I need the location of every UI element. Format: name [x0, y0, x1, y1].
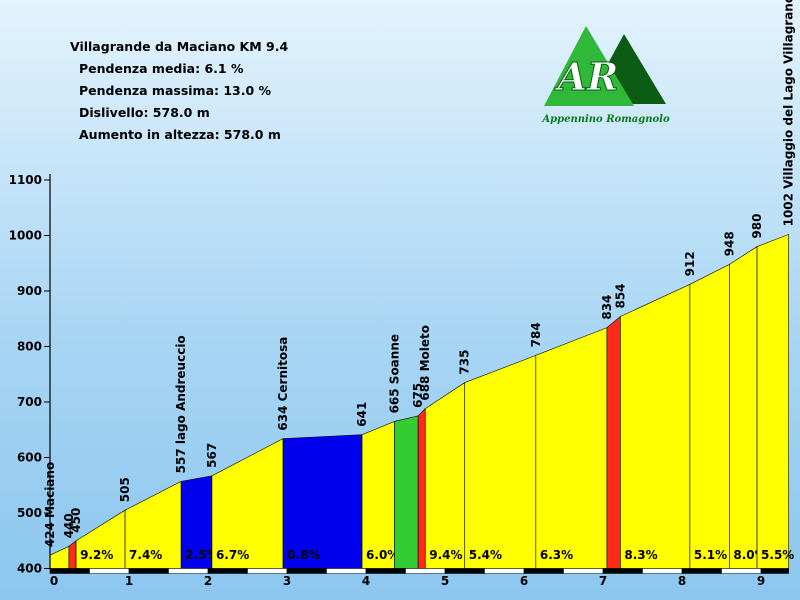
x-axis-bar-segment [484, 568, 525, 574]
x-tick-label: 5 [441, 574, 449, 588]
profile-segment [68, 540, 77, 569]
elevation-point-label: 505 [118, 477, 132, 502]
x-tick-label: 9 [757, 574, 765, 588]
grade-label: 9.4% [429, 548, 462, 562]
logo-letters: AR [554, 54, 618, 99]
x-axis-bar-segment [286, 568, 327, 574]
elevation-point-label: 854 [613, 283, 627, 308]
profile-segment [424, 382, 466, 569]
y-tick-label: 1100 [9, 173, 42, 187]
grade-label: 9.2% [80, 548, 113, 562]
x-axis-bar-segment [207, 568, 248, 574]
profile-segment [464, 354, 537, 569]
altitude-gain: Aumento in altezza: 578.0 m [79, 127, 281, 142]
y-tick-label: 800 [17, 340, 42, 354]
grade-label: 5.4% [469, 548, 502, 562]
profile-segment [620, 283, 691, 569]
front-mountain-shape [544, 26, 634, 106]
x-tick-label: 4 [362, 574, 370, 588]
x-axis-bar-segment [49, 568, 90, 574]
x-axis-bar-segment [642, 568, 683, 574]
elevation-point-label: 675 [411, 383, 425, 408]
x-axis-bar-segment [405, 568, 446, 574]
x-axis-bar-segment [128, 568, 169, 574]
x-tick-label: 6 [520, 574, 528, 588]
x-axis-bar-segment [760, 568, 789, 574]
y-tick-label: 500 [17, 506, 42, 520]
y-tick-label: 400 [17, 562, 42, 576]
x-tick-label: 0 [50, 574, 58, 588]
elevation-gain: Dislivello: 578.0 m [79, 105, 210, 120]
elevation-point-label: 834 [600, 295, 614, 320]
elevation-point-label: 557 lago Andreuccio [174, 335, 188, 473]
y-tick-label: 600 [17, 451, 42, 465]
grade-label: 8.3% [624, 548, 657, 562]
x-tick-label: 8 [678, 574, 686, 588]
elevation-point-label: 450 [69, 508, 83, 533]
route-info: Villagrande da Maciano KM 9.4 Pendenza m… [70, 36, 288, 146]
grade-label: 2.5% [185, 548, 218, 562]
logo-caption: Appennino Romagnolo [542, 114, 670, 125]
x-axis-bar-segment [326, 568, 367, 574]
x-tick-label: 7 [599, 574, 607, 588]
x-axis-bar-segment [89, 568, 130, 574]
average-grade: Pendenza media: 6.1 % [79, 61, 244, 76]
profile-segment [535, 327, 608, 569]
profile-segment [417, 407, 426, 569]
elevation-point-label: 948 [722, 231, 736, 256]
profile-segment [756, 233, 789, 569]
logo: AR Appennino Romagnolo [540, 26, 672, 130]
mountain-logo-icon: AR [544, 26, 666, 106]
x-axis-bar-segment [721, 568, 762, 574]
elevation-point-label: 735 [458, 350, 472, 375]
y-tick-label: 1000 [9, 229, 42, 243]
profile-segment [729, 246, 758, 569]
elevation-point-label: 912 [683, 251, 697, 276]
x-axis-bar-segment [365, 568, 406, 574]
x-axis-bar-segment [681, 568, 722, 574]
grade-label: 7.4% [129, 548, 162, 562]
profile-segment [49, 545, 70, 569]
grade-label: 0.8% [287, 548, 320, 562]
max-grade: Pendenza massima: 13.0 % [79, 83, 272, 98]
grade-label: 6.3% [540, 548, 573, 562]
profile-segment [689, 263, 730, 569]
x-tick-label: 3 [283, 574, 291, 588]
elevation-point-label: 1002 Villaggio del Lago Villagrande [782, 0, 796, 226]
elevation-point-label: 567 [205, 443, 219, 468]
elevation-point-label: 665 Soanne [387, 334, 401, 413]
x-axis-bar-segment [602, 568, 643, 574]
profile-segment [394, 415, 419, 569]
x-axis-bar-segment [247, 568, 288, 574]
elevation-point-label: 641 [355, 402, 369, 427]
grade-label: 6.7% [216, 548, 249, 562]
x-tick-label: 1 [125, 574, 133, 588]
grade-label: 5.1% [694, 548, 727, 562]
grade-label: 5.5% [761, 548, 794, 562]
y-tick-label: 700 [17, 395, 42, 409]
y-tick-label: 900 [17, 284, 42, 298]
x-axis-bar-segment [168, 568, 209, 574]
elevation-point-label: 440 [62, 513, 76, 538]
x-axis-bar-segment [563, 568, 604, 574]
grade-label: 6.0% [366, 548, 399, 562]
elevation-point-label: 424 Maciano [43, 462, 57, 547]
elevation-point-label: 784 [529, 322, 543, 347]
profile-segment [606, 315, 621, 569]
elevation-point-label: 688 Moleto [418, 325, 432, 401]
x-axis-bar-segment [523, 568, 564, 574]
elevation-point-label: 980 [750, 214, 764, 239]
elevation-point-label: 634 Cernitosa [276, 337, 290, 431]
profile-segment [361, 420, 395, 569]
route-title: Villagrande da Maciano KM 9.4 [70, 39, 289, 54]
x-axis-bar-segment [444, 568, 485, 574]
x-tick-label: 2 [204, 574, 212, 588]
